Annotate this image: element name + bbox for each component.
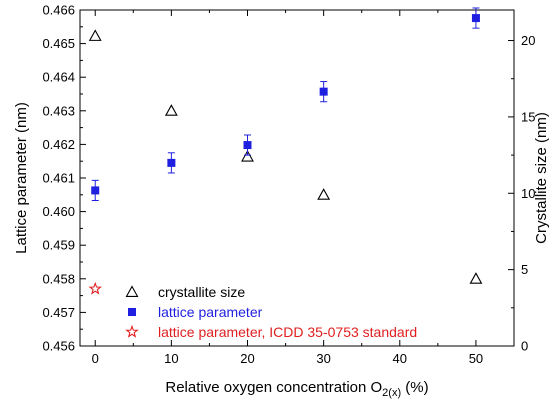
y-left-tick-label: 0.457 [42, 305, 75, 320]
y-axis-left-title: Lattice parameter (nm) [13, 102, 30, 254]
data-point-triangle [164, 104, 178, 116]
x-tick-label: 30 [316, 351, 330, 366]
x-axis-title: Relative oxygen concentration O2(x) (%) [165, 379, 428, 399]
legend-marker [125, 324, 139, 338]
y-right-tick-label: 10 [521, 186, 535, 201]
y-left-tick-label: 0.464 [42, 70, 75, 85]
data-point-square [243, 141, 252, 150]
data-point-square [319, 87, 328, 96]
legend-label: crystallite size [158, 284, 245, 300]
data-point-square [167, 158, 176, 167]
data-point-triangle [469, 272, 483, 284]
y-left-tick-label: 0.463 [42, 103, 75, 118]
x-tick-label: 20 [240, 351, 254, 366]
y-left-tick-label: 0.462 [42, 137, 75, 152]
data-point-square [471, 14, 480, 23]
plot-frame [79, 9, 515, 347]
y-left-tick-label: 0.458 [42, 271, 75, 286]
x-tick-label: 40 [393, 351, 407, 366]
axis-ticks: 0 10 20 30 40 500.4560.4570.4580.4590.4600.46… [42, 3, 535, 367]
series-0 [88, 29, 483, 284]
y-right-tick-label: 0 [521, 339, 528, 354]
x-tick-label: 50 [469, 351, 483, 366]
y-right-tick-label: 15 [521, 109, 535, 124]
x-tick-label: 0 [92, 351, 99, 366]
data-point-triangle [317, 188, 331, 200]
data-point-triangle [88, 29, 102, 41]
legend: crystallite size lattice parameter lattice… [125, 284, 417, 340]
legend-marker [125, 285, 139, 297]
y-axis-right-title: Crystallite size (nm) [533, 112, 550, 244]
data-point-star [88, 281, 102, 295]
x-tick-label: 10 [164, 351, 178, 366]
data-point-square [91, 186, 100, 195]
legend-marker [128, 308, 136, 316]
y-left-tick-label: 0.465 [42, 36, 75, 51]
legend-label: lattice parameter, ICDD 35-0753 standard [158, 324, 417, 340]
y-left-tick-label: 0.466 [42, 3, 75, 18]
data-point-triangle [241, 149, 254, 162]
y-right-tick-label: 5 [521, 262, 528, 277]
y-right-tick-label: 20 [521, 33, 535, 48]
y-left-tick-label: 0.459 [42, 238, 75, 253]
legend-label: lattice parameter [158, 304, 263, 320]
y-left-tick-label: 0.460 [42, 204, 75, 219]
data-marks [88, 7, 483, 295]
y-left-tick-label: 0.461 [42, 171, 75, 186]
series-2 [88, 281, 102, 295]
y-left-tick-label: 0.456 [42, 339, 75, 354]
series-1 [91, 7, 480, 202]
